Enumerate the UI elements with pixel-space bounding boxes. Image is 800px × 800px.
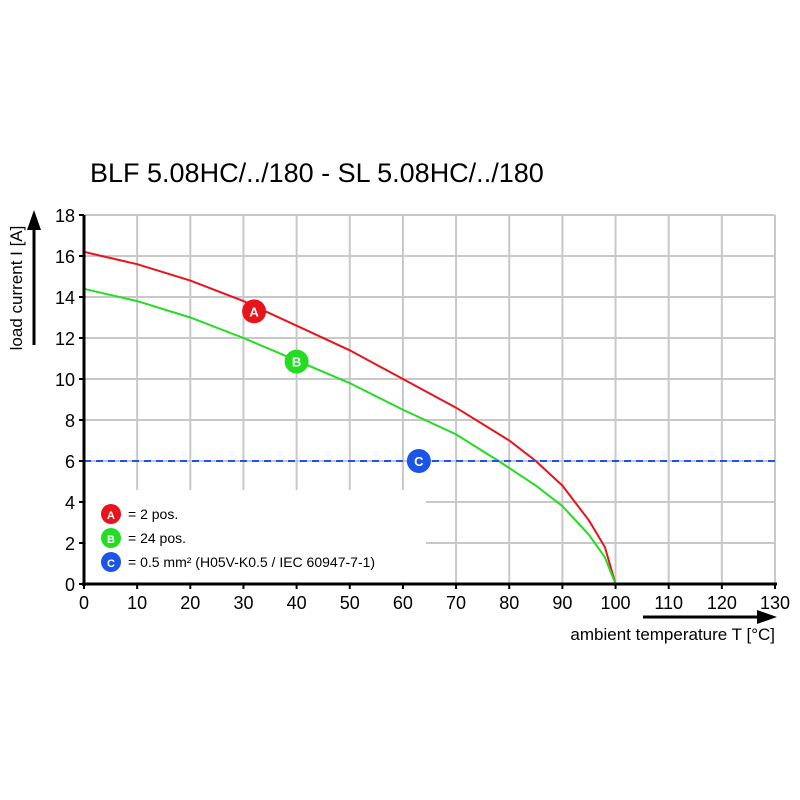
y-tick-label: 16 [55, 247, 75, 267]
x-axis-arrow-icon [757, 610, 777, 624]
series-marker-B-letter: B [292, 355, 301, 370]
legend-box [86, 490, 426, 582]
y-tick-label: 14 [55, 288, 75, 308]
y-tick-label: 12 [55, 329, 75, 349]
series-line-A [83, 250, 617, 585]
x-tick-label: 90 [552, 593, 572, 613]
x-tick-label: 80 [499, 593, 519, 613]
y-tick-label: 0 [65, 575, 75, 595]
x-axis-label: ambient temperature T [°C] [570, 625, 775, 644]
y-tick-label: 8 [65, 411, 75, 431]
y-axis-arrow-icon [27, 210, 41, 230]
x-tick-label: 130 [760, 593, 790, 613]
y-tick-label: 10 [55, 370, 75, 390]
x-tick-label: 30 [233, 593, 253, 613]
y-axis-label: load current I [A] [7, 226, 26, 351]
legend-marker-letter: C [107, 558, 115, 570]
y-tick-label: 4 [65, 493, 75, 513]
legend-marker-letter: A [107, 510, 115, 522]
y-tick-label: 18 [55, 206, 75, 226]
x-tick-label: 60 [393, 593, 413, 613]
y-tick-label: 6 [65, 452, 75, 472]
legend-marker-B [101, 528, 121, 548]
x-tick-label: 50 [340, 593, 360, 613]
series-marker-B-circle [284, 349, 309, 374]
x-tick-label: 100 [601, 593, 631, 613]
x-tick-label: 110 [654, 593, 683, 613]
legend-marker-letter: B [107, 534, 115, 546]
series-marker-A-letter: A [249, 304, 259, 319]
legend-marker-A [101, 504, 121, 524]
legend-label-A: = 2 pos. [128, 506, 178, 522]
y-tick-label: 2 [65, 534, 75, 554]
chart-title: BLF 5.08HC/../180 - SL 5.08HC/../180 [90, 158, 544, 188]
series-line-B [83, 287, 617, 585]
x-tick-label: 20 [180, 593, 200, 613]
series-marker-C-circle [406, 449, 431, 473]
x-tick-label: 120 [707, 593, 737, 613]
legend-label-B: = 24 pos. [128, 530, 186, 546]
x-tick-label: 10 [127, 593, 147, 613]
series-marker-A-circle [242, 299, 267, 324]
x-tick-label: 40 [287, 593, 307, 613]
legend-marker-C [101, 552, 121, 572]
series-marker-C-letter: C [414, 454, 424, 469]
x-tick-label: 70 [446, 593, 466, 613]
legend-label-C: = 0.5 mm² (H05V-K0.5 / IEC 60947-7-1) [128, 554, 375, 570]
x-tick-label: 0 [79, 593, 89, 613]
